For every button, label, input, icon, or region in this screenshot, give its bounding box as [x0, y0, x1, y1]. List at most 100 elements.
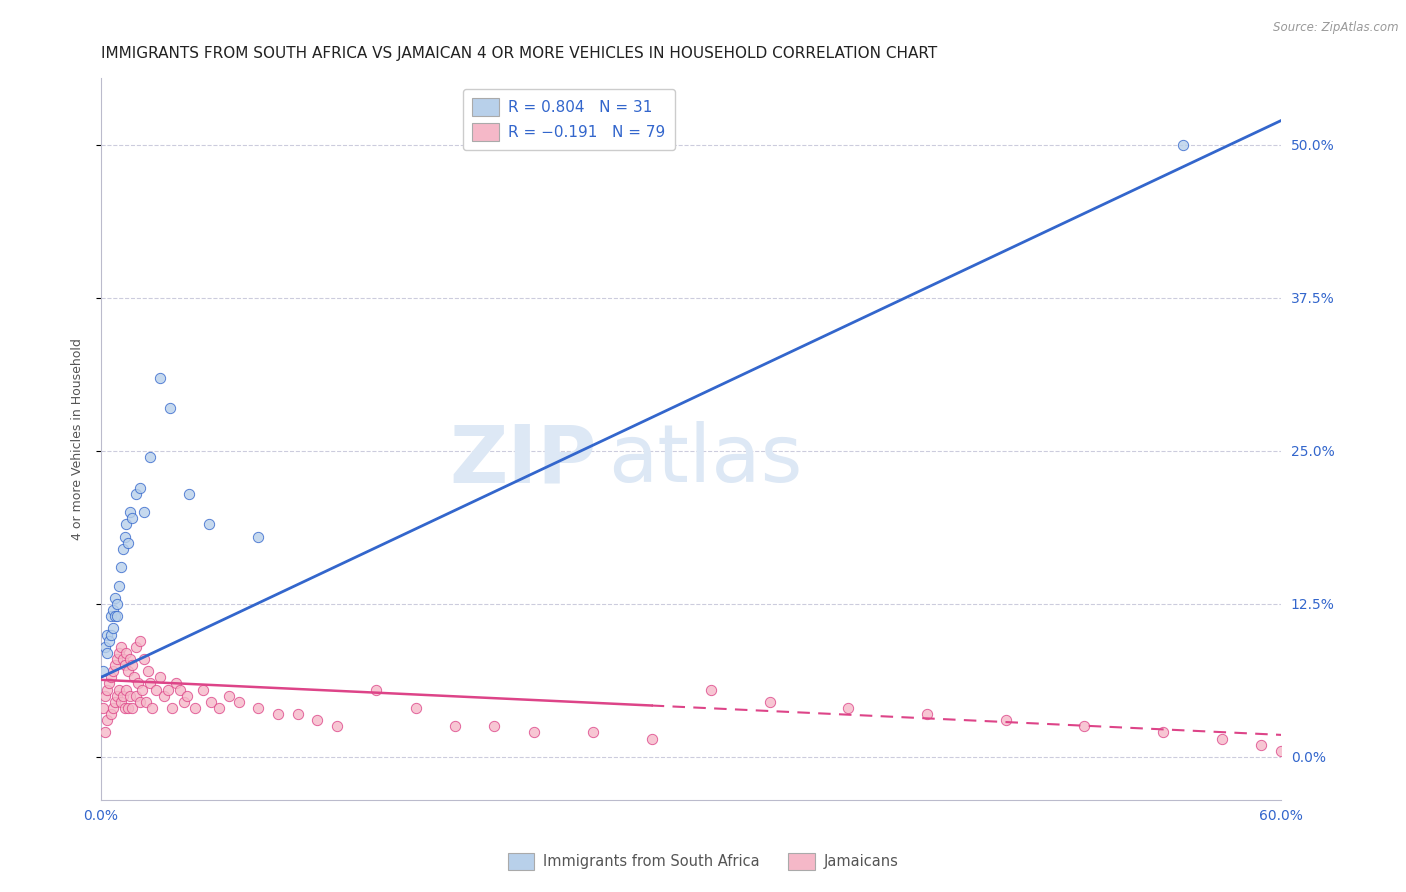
Text: ZIP: ZIP	[450, 421, 596, 500]
Point	[104, 609, 127, 624]
Point	[121, 658, 143, 673]
Point	[120, 652, 142, 666]
Point	[110, 560, 132, 574]
Point	[837, 701, 859, 715]
Point	[100, 707, 122, 722]
Point	[247, 530, 270, 544]
Point	[179, 487, 201, 501]
Point	[139, 676, 162, 690]
Legend: Immigrants from South Africa, Jamaicans: Immigrants from South Africa, Jamaicans	[502, 847, 904, 876]
Point	[582, 725, 605, 739]
Point	[125, 487, 148, 501]
Point	[994, 713, 1017, 727]
Point	[110, 695, 132, 709]
Point	[105, 597, 128, 611]
Point	[100, 609, 122, 624]
Point	[97, 676, 120, 690]
Point	[117, 665, 139, 679]
Point	[131, 682, 153, 697]
Point	[94, 640, 117, 654]
Point	[915, 707, 938, 722]
Point	[444, 719, 467, 733]
Point	[100, 670, 122, 684]
Point	[97, 633, 120, 648]
Point	[111, 652, 134, 666]
Point	[101, 665, 124, 679]
Point	[287, 707, 309, 722]
Point	[134, 652, 156, 666]
Point	[129, 695, 152, 709]
Point	[105, 689, 128, 703]
Point	[139, 450, 162, 464]
Point	[104, 658, 127, 673]
Point	[523, 725, 546, 739]
Point	[114, 530, 136, 544]
Point	[94, 725, 117, 739]
Point	[176, 689, 198, 703]
Point	[159, 401, 181, 416]
Point	[173, 695, 195, 709]
Point	[267, 707, 290, 722]
Point	[117, 701, 139, 715]
Point	[115, 646, 138, 660]
Point	[115, 517, 138, 532]
Point	[104, 591, 127, 605]
Point	[484, 719, 506, 733]
Point	[1171, 138, 1194, 153]
Point	[198, 517, 221, 532]
Point	[149, 670, 172, 684]
Point	[105, 652, 128, 666]
Point	[115, 682, 138, 697]
Point	[96, 713, 118, 727]
Point	[110, 640, 132, 654]
Point	[124, 670, 146, 684]
Point	[228, 695, 250, 709]
Point	[107, 682, 129, 697]
Y-axis label: 4 or more Vehicles in Household: 4 or more Vehicles in Household	[72, 338, 84, 540]
Point	[160, 701, 183, 715]
Point	[94, 689, 117, 703]
Point	[107, 646, 129, 660]
Point	[136, 665, 159, 679]
Point	[96, 646, 118, 660]
Point	[117, 535, 139, 549]
Point	[100, 627, 122, 641]
Point	[114, 658, 136, 673]
Point	[156, 682, 179, 697]
Point	[107, 578, 129, 592]
Point	[307, 713, 329, 727]
Point	[91, 701, 114, 715]
Point	[120, 689, 142, 703]
Point	[134, 505, 156, 519]
Point	[111, 541, 134, 556]
Point	[129, 633, 152, 648]
Point	[101, 701, 124, 715]
Point	[758, 695, 780, 709]
Point	[641, 731, 664, 746]
Point	[96, 627, 118, 641]
Point	[1152, 725, 1174, 739]
Point	[91, 665, 114, 679]
Point	[165, 676, 187, 690]
Point	[125, 689, 148, 703]
Text: Source: ZipAtlas.com: Source: ZipAtlas.com	[1274, 21, 1399, 34]
Point	[405, 701, 427, 715]
Point	[366, 682, 388, 697]
Point	[111, 689, 134, 703]
Text: atlas: atlas	[609, 421, 803, 500]
Text: IMMIGRANTS FROM SOUTH AFRICA VS JAMAICAN 4 OR MORE VEHICLES IN HOUSEHOLD CORRELA: IMMIGRANTS FROM SOUTH AFRICA VS JAMAICAN…	[101, 46, 938, 62]
Point	[1250, 738, 1272, 752]
Point	[96, 682, 118, 697]
Point	[105, 609, 128, 624]
Point	[1211, 731, 1233, 746]
Point	[104, 695, 127, 709]
Point	[141, 701, 163, 715]
Point	[127, 676, 149, 690]
Point	[1270, 744, 1292, 758]
Point	[121, 511, 143, 525]
Point	[121, 701, 143, 715]
Point	[114, 701, 136, 715]
Point	[125, 640, 148, 654]
Point	[208, 701, 231, 715]
Legend: R = 0.804   N = 31, R = −0.191   N = 79: R = 0.804 N = 31, R = −0.191 N = 79	[463, 89, 675, 150]
